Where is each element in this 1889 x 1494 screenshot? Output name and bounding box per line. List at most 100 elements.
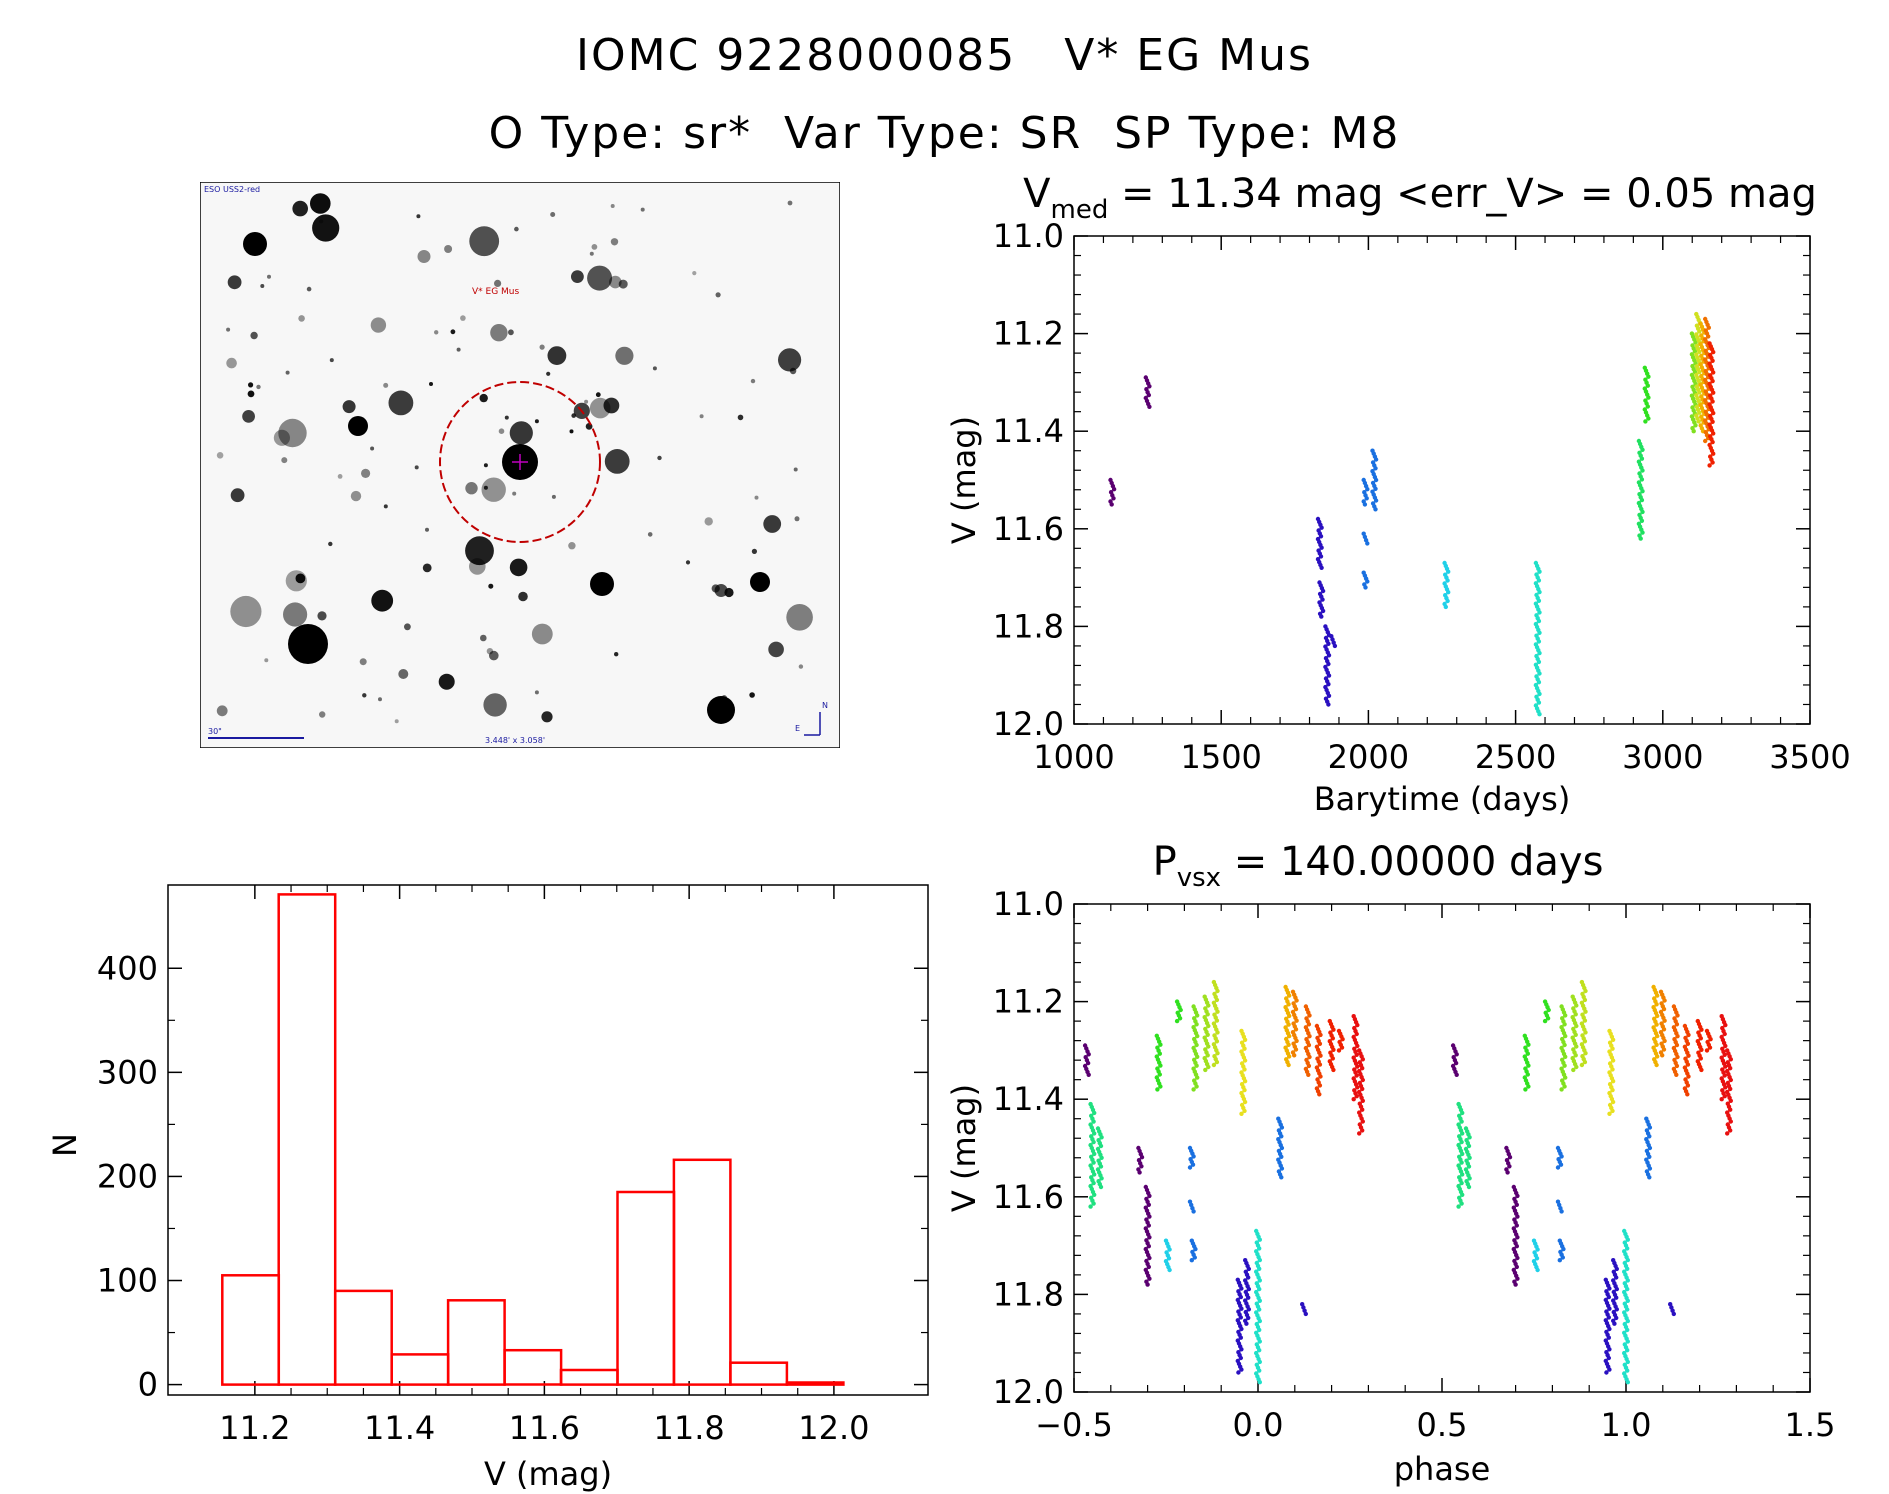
data-point — [1307, 1034, 1312, 1039]
data-point — [1639, 456, 1645, 461]
finder-star — [247, 390, 255, 398]
data-point — [1610, 1099, 1616, 1105]
data-point — [1187, 1165, 1193, 1170]
finder-star — [614, 652, 619, 657]
data-point — [1206, 1003, 1211, 1008]
data-point — [1526, 1084, 1531, 1089]
data-point — [1728, 1098, 1734, 1104]
data-point — [1607, 1111, 1612, 1117]
data-point — [1604, 1370, 1609, 1375]
data-point — [1360, 1086, 1365, 1092]
data-point — [1456, 1204, 1461, 1209]
finder-star — [584, 399, 589, 404]
data-point — [1145, 1282, 1150, 1287]
data-point — [1306, 1042, 1312, 1048]
data-point — [1189, 1202, 1194, 1208]
phased-ticks: −0.5 0.0 0.5 1.0 1.5 11.0 11.2 11.4 11.6 11.8 12.0 — [993, 885, 1836, 1444]
y-tick-label: 12.0 — [993, 705, 1064, 743]
finder-star — [498, 428, 505, 434]
data-point — [1195, 1013, 1200, 1018]
data-point — [1147, 1214, 1152, 1219]
data-point — [1214, 1059, 1220, 1065]
data-point — [1287, 1033, 1292, 1039]
finder-star — [480, 634, 487, 642]
data-point — [1669, 1305, 1674, 1310]
data-point — [1206, 1064, 1211, 1070]
finder-star — [508, 329, 514, 336]
data-point — [1614, 1266, 1620, 1272]
finder-star — [450, 329, 456, 335]
lightcurve-ylabel: V (mag) — [945, 416, 983, 544]
data-point — [1318, 554, 1324, 559]
data-point — [1719, 1097, 1724, 1102]
data-point — [1606, 1335, 1612, 1340]
data-point — [1092, 1172, 1097, 1177]
data-point — [1563, 1075, 1568, 1080]
data-point — [1610, 1046, 1615, 1051]
data-point — [1645, 404, 1651, 409]
data-point — [1354, 1052, 1359, 1058]
data-point — [1242, 1037, 1248, 1043]
finder-star — [329, 358, 334, 363]
finder-bright-star — [288, 624, 328, 664]
data-point — [1355, 1085, 1360, 1090]
finder-star — [509, 558, 528, 577]
finder-star — [465, 536, 494, 566]
data-point — [1319, 545, 1324, 550]
data-point — [1373, 477, 1379, 483]
data-point — [1360, 1066, 1365, 1071]
data-point — [1354, 1031, 1359, 1037]
data-point — [1625, 1286, 1630, 1292]
data-point — [1443, 604, 1449, 610]
finder-star — [394, 719, 399, 724]
data-point — [1725, 1131, 1730, 1136]
data-point — [1515, 1193, 1520, 1199]
finder-star — [615, 346, 634, 365]
data-point — [1546, 1007, 1551, 1013]
data-point — [1293, 1047, 1299, 1052]
data-point — [1625, 1246, 1630, 1251]
data-point — [1373, 498, 1379, 503]
data-point — [1091, 1180, 1096, 1186]
data-point — [1536, 578, 1542, 583]
x-tick-label: 11.6 — [509, 1409, 580, 1447]
data-point — [1246, 1295, 1251, 1300]
data-point — [1195, 1075, 1200, 1080]
data-point — [1561, 1246, 1566, 1252]
data-point — [1236, 1370, 1241, 1375]
y-tick-label: 300 — [97, 1053, 158, 1091]
finder-star — [319, 219, 324, 224]
data-point — [1674, 1072, 1679, 1078]
finder-star — [768, 641, 784, 658]
data-point — [1331, 1067, 1336, 1073]
data-point — [1287, 1013, 1292, 1019]
data-point — [1708, 1037, 1713, 1042]
data-point — [1710, 358, 1715, 363]
finder-star — [534, 690, 539, 695]
data-point — [1098, 1143, 1104, 1149]
data-point — [1583, 1030, 1588, 1035]
data-point — [1514, 1202, 1520, 1208]
data-point — [1191, 1087, 1196, 1092]
data-point — [1167, 1267, 1172, 1273]
data-point — [1205, 1012, 1210, 1017]
data-point — [1257, 1318, 1263, 1324]
data-point — [1704, 1048, 1710, 1053]
data-point — [1146, 1202, 1152, 1208]
finder-star — [571, 270, 584, 283]
data-point — [1303, 1311, 1309, 1317]
data-point — [1674, 1022, 1680, 1027]
finder-star — [751, 548, 758, 554]
finder-bright-star — [707, 696, 735, 724]
finder-star — [226, 327, 231, 332]
finder-star — [227, 275, 242, 290]
figure-title-types: O Type: sr* Var Type: SR SP Type: M8 — [488, 108, 1401, 159]
data-point — [1515, 1255, 1520, 1261]
finder-star — [398, 669, 409, 679]
finder-star — [264, 658, 269, 663]
data-point — [1460, 1131, 1465, 1136]
data-point — [1660, 1053, 1665, 1058]
data-point — [1147, 1193, 1152, 1199]
finder-star — [361, 468, 371, 478]
data-point — [1215, 988, 1220, 994]
